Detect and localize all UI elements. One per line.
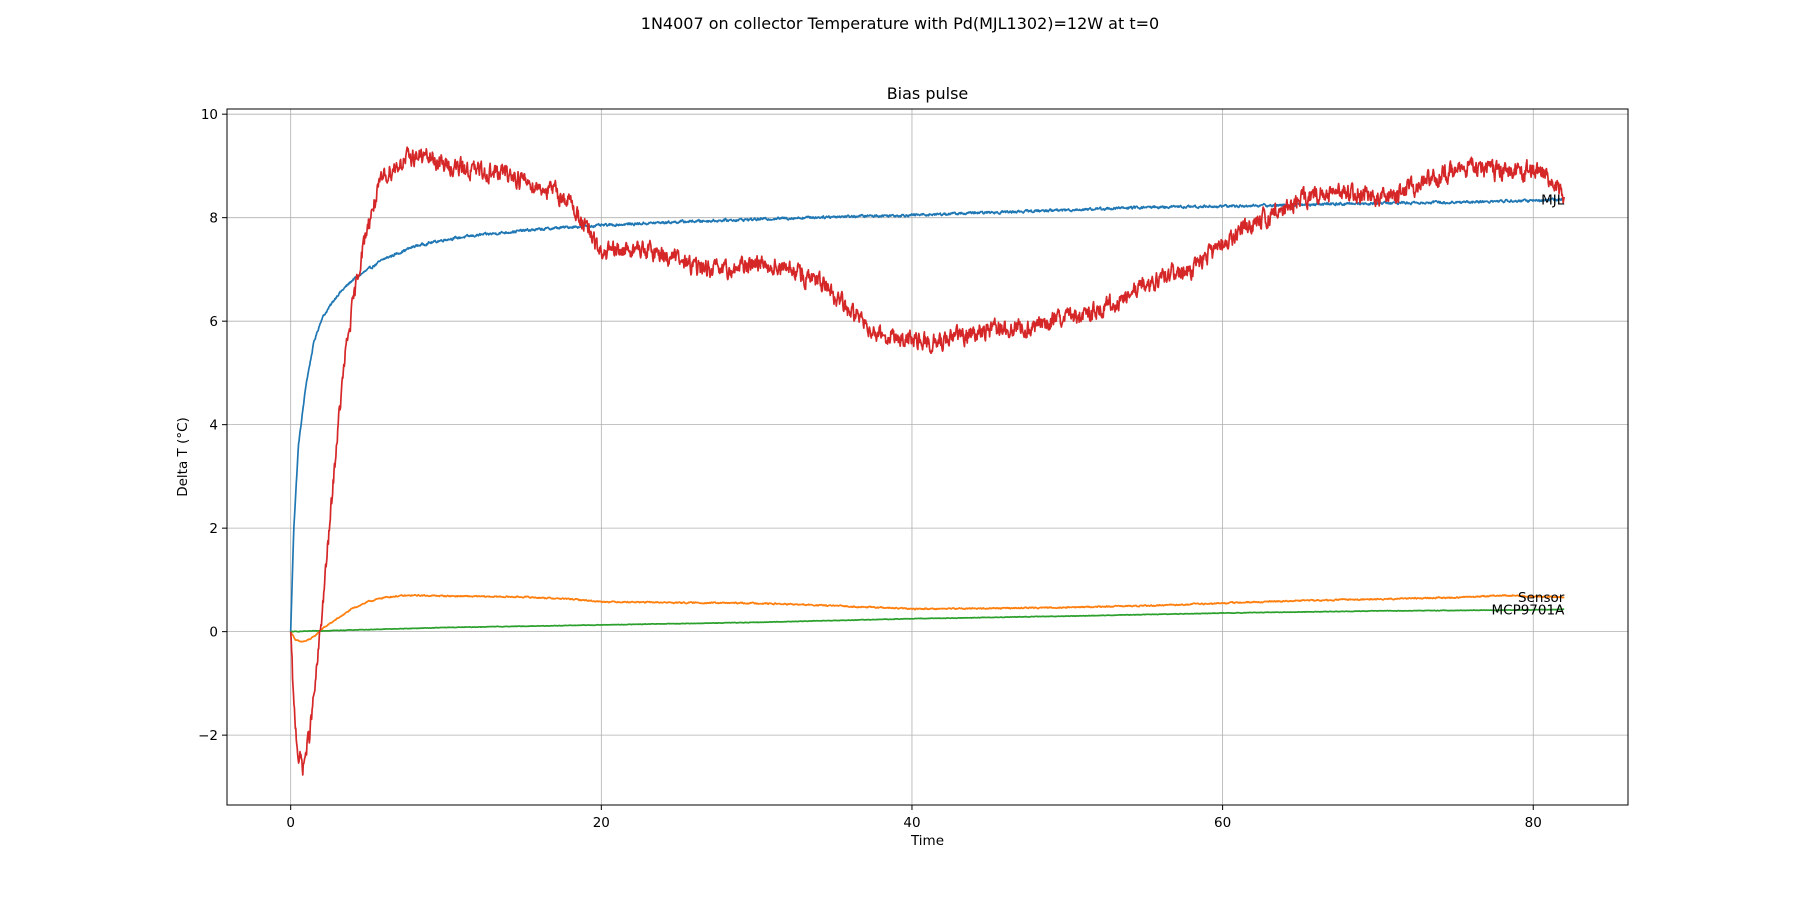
- plot-frame: [226, 108, 1629, 806]
- x-tick-label: 20: [593, 815, 610, 831]
- y-tick-label: 4: [209, 418, 218, 434]
- x-tick-label: 80: [1525, 815, 1542, 831]
- series-annotation: MCP9701A: [1492, 602, 1566, 618]
- y-tick-label: 2: [209, 521, 218, 537]
- y-tick-label: −2: [198, 728, 218, 744]
- y-axis-label: Delta T (°C): [175, 417, 191, 497]
- x-tick-label: 0: [286, 815, 295, 831]
- figure-suptitle: 1N4007 on collector Temperature with Pd(…: [641, 14, 1159, 33]
- y-tick-label: 8: [209, 211, 218, 227]
- series-layer: [289, 146, 1565, 776]
- ticks: 0 20 40 60 80 −2 0 2 4 6 8 10: [198, 107, 1542, 831]
- grid: [227, 109, 1628, 805]
- y-tick-label: 6: [209, 314, 218, 330]
- series-line-1n4007: [289, 146, 1565, 776]
- series-annotation: Sensor: [1518, 590, 1565, 606]
- x-tick-label: 40: [903, 815, 920, 831]
- series-line-mjl: [289, 197, 1565, 632]
- series-annotation: MJL: [1541, 193, 1565, 209]
- y-tick-label: 0: [209, 625, 218, 641]
- x-axis-label: Time: [910, 833, 944, 849]
- series-line-sensor: [290, 593, 1565, 643]
- series-line-mcp9701a: [290, 608, 1565, 633]
- y-tick-label: 10: [201, 107, 218, 123]
- chart-title: Bias pulse: [887, 84, 969, 103]
- x-tick-label: 60: [1214, 815, 1231, 831]
